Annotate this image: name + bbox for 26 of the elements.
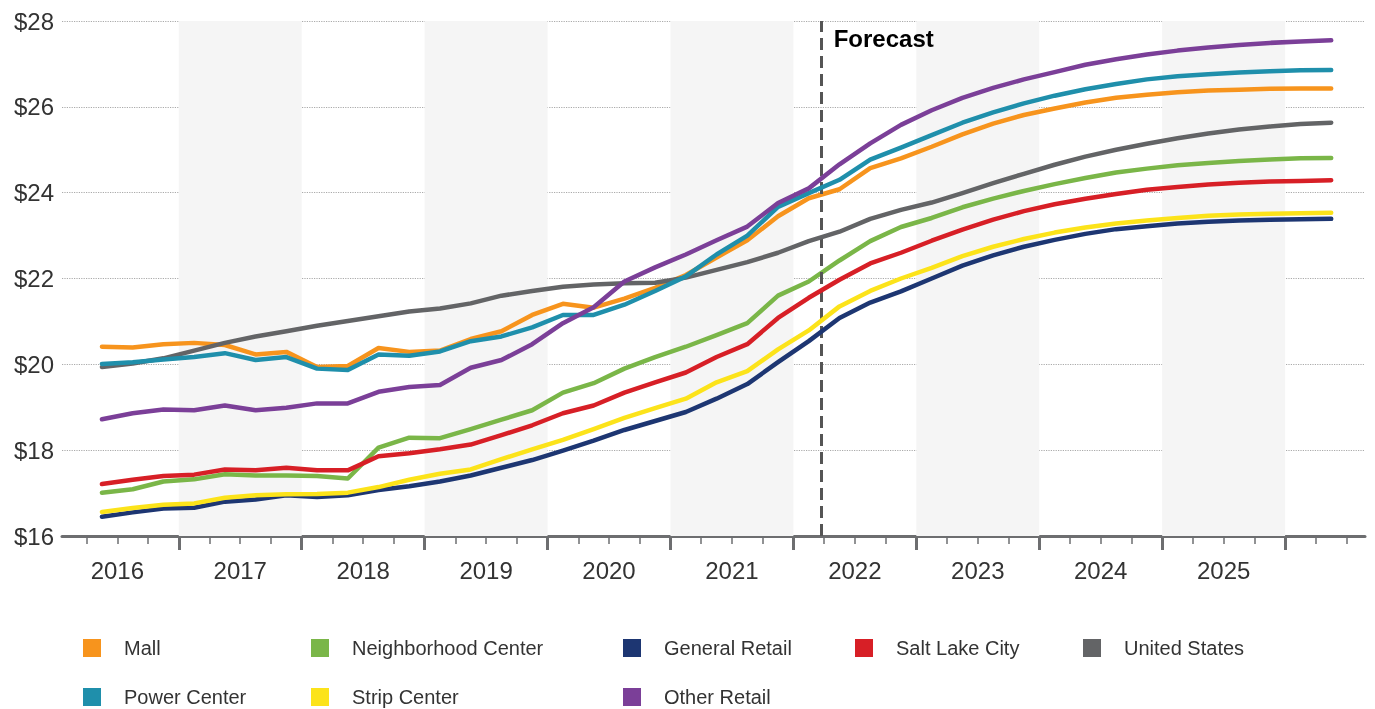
x-tick-label: 2016 bbox=[90, 556, 145, 584]
y-tick-label: $24 bbox=[13, 179, 54, 207]
x-tick-label: 2020 bbox=[582, 556, 636, 584]
x-tick-label: 2023 bbox=[951, 556, 1005, 584]
y-tick-label: $22 bbox=[13, 265, 54, 292]
x-tick-label: 2022 bbox=[828, 556, 882, 584]
x-tick-label: 2025 bbox=[1196, 556, 1251, 584]
ref-line-label: Forecast bbox=[833, 24, 934, 52]
legend-label: Power Center bbox=[124, 686, 247, 708]
legend-label: Mall bbox=[124, 637, 161, 659]
x-tick-label: 2019 bbox=[459, 556, 513, 584]
x-tick-label: 2024 bbox=[1074, 556, 1128, 584]
x-tick-label: 2021 bbox=[705, 556, 759, 584]
legend-label: Other Retail bbox=[664, 686, 771, 708]
legend-label: United States bbox=[1124, 637, 1245, 659]
legend-label: General Retail bbox=[664, 637, 792, 659]
legend-label: Salt Lake City bbox=[896, 637, 1020, 659]
x-tick-label: 2017 bbox=[213, 556, 267, 584]
y-tick-label: $28 bbox=[13, 7, 54, 35]
y-tick-label: $20 bbox=[13, 350, 54, 378]
x-tick-label: 2018 bbox=[336, 556, 390, 584]
legend-label: Neighborhood Center bbox=[352, 637, 544, 659]
y-tick-label: $16 bbox=[13, 522, 54, 550]
y-tick-label: $18 bbox=[13, 436, 54, 464]
y-tick-label: $26 bbox=[13, 93, 54, 121]
legend-label: Strip Center bbox=[352, 686, 460, 708]
